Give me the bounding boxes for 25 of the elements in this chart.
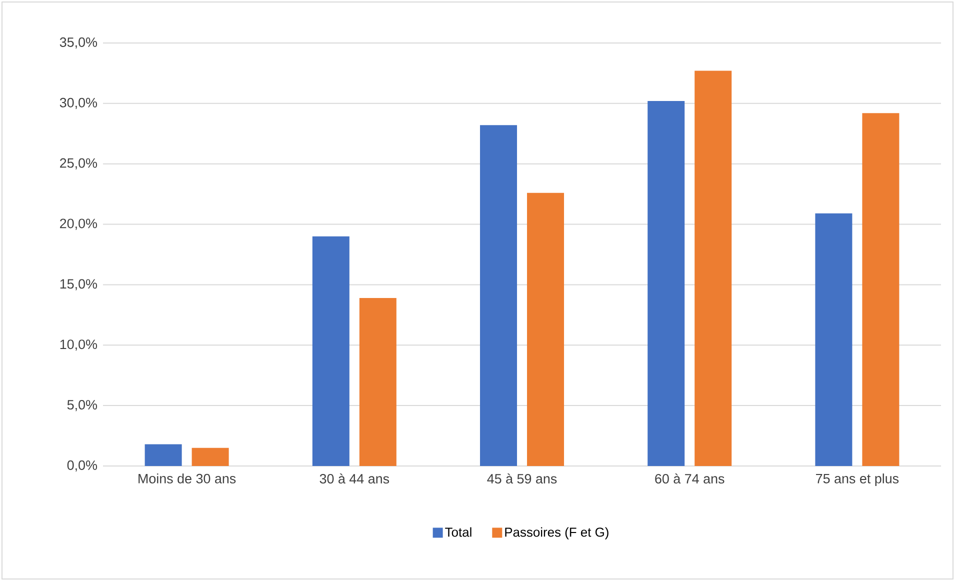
bar xyxy=(527,192,564,466)
bar xyxy=(694,70,732,466)
legend-label: Passoires (F et G) xyxy=(505,527,608,540)
bar xyxy=(480,125,518,466)
y-tick-label: 10,0% xyxy=(60,340,98,351)
bar xyxy=(192,448,229,466)
bar xyxy=(648,101,685,466)
y-tick-label: 15,0% xyxy=(60,279,98,290)
x-tick-label: 75 ans et plus xyxy=(816,474,899,486)
x-tick-label: Moins de 30 ans xyxy=(138,474,236,484)
y-tick-label: 5,0% xyxy=(67,400,98,412)
bar xyxy=(144,444,182,466)
bar xyxy=(312,236,350,466)
y-tick-label: 30,0% xyxy=(60,98,98,109)
bar xyxy=(815,213,852,466)
legend-label: Total xyxy=(445,527,472,537)
y-tick-label: 25,0% xyxy=(60,158,98,170)
y-tick-label: 35,0% xyxy=(60,37,98,49)
x-tick-label: 30 à 44 ans xyxy=(320,474,390,484)
y-tick-label: 0,0% xyxy=(67,460,98,472)
x-tick-label: 60 à 74 ans xyxy=(655,474,724,484)
y-tick-label: 20,0% xyxy=(60,218,98,230)
bar xyxy=(359,298,396,466)
x-tick-label: 45 à 59 ans xyxy=(487,474,557,484)
bar xyxy=(862,113,900,466)
